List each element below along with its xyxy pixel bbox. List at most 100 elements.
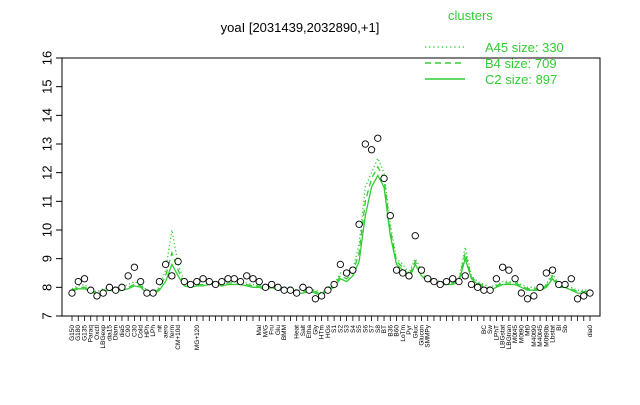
x-tick-label: Glucon [418, 325, 425, 346]
data-point [130, 263, 139, 271]
data-point [80, 275, 89, 283]
data-point [480, 286, 488, 294]
x-tick-label: SMMPy [425, 324, 432, 348]
y-tick-label: 14 [39, 108, 54, 122]
data-point [561, 280, 569, 289]
x-tick-label: M0t45 [512, 325, 519, 343]
data-point [280, 286, 288, 294]
x-tick-label: G150 [69, 325, 76, 341]
x-tick-label: dia0 [587, 325, 594, 338]
x-tick-label: Fru [269, 325, 276, 335]
y-tick-label: 7 [39, 312, 54, 319]
data-point [474, 283, 482, 291]
data-point [99, 289, 107, 297]
x-tick-label: Gluc [412, 324, 419, 338]
data-point [455, 277, 463, 286]
x-tick-label: S2 [337, 325, 344, 333]
x-tick-label: Salt [300, 325, 307, 336]
data-point [555, 280, 563, 289]
data-point [505, 266, 513, 274]
data-point [567, 275, 575, 283]
x-tick-label: M40t90 [531, 325, 538, 347]
data-point [374, 134, 382, 142]
x-tick-label: S1 [331, 325, 338, 333]
data-point [243, 272, 251, 280]
data-point [112, 286, 120, 294]
x-tick-label: aero [163, 325, 170, 338]
x-tick-label: S7 [369, 325, 376, 333]
y-tick-label: 16 [39, 51, 54, 65]
data-point [324, 286, 332, 294]
x-tick-label: CM+10d [175, 325, 182, 350]
series-layer [68, 134, 594, 303]
data-point [580, 292, 588, 300]
x-tick-label: M40t45 [537, 325, 544, 347]
data-point [486, 286, 494, 294]
x-tick-label: S3 [344, 325, 351, 333]
data-point [498, 263, 507, 271]
x-tick-label: dia15 [106, 325, 113, 341]
data-point [517, 289, 525, 297]
data-point [411, 232, 419, 240]
x-tick-label: M/G [262, 325, 269, 337]
x-tick-label: LBGstat [500, 325, 507, 349]
data-point [286, 286, 295, 294]
data-point [68, 289, 76, 297]
x-tick-label: LPhT [493, 325, 500, 341]
data-point [436, 280, 444, 289]
y-tick-label: 13 [39, 137, 54, 151]
data-point [74, 277, 82, 286]
x-tick-label: Sw [487, 325, 494, 334]
data-point [93, 292, 101, 300]
x-tick-label: LPh [150, 325, 157, 337]
x-tick-label: Glu [275, 325, 282, 336]
data-point [143, 289, 151, 297]
x-tick-label: LBGtran [506, 325, 513, 350]
data-point [293, 289, 301, 297]
data-point [355, 220, 363, 228]
data-point [236, 277, 245, 286]
x-tick-label: S5 [356, 325, 363, 333]
data-point [399, 269, 407, 277]
x-tick-label: M0t90 [518, 325, 525, 343]
y-tick-label: 11 [39, 195, 54, 209]
series-line-dashed [71, 165, 590, 296]
data-point [261, 283, 270, 291]
data-point [168, 272, 176, 280]
y-tick-label: 9 [39, 255, 54, 262]
x-tick-label: Lbstat [550, 325, 557, 343]
data-point [268, 280, 276, 289]
data-point [305, 286, 313, 294]
legend-item-label: B4 size: 709 [485, 56, 557, 71]
data-point [442, 277, 451, 286]
x-tick-label: S4 [350, 325, 357, 333]
data-point [249, 275, 257, 283]
x-tick-label: B60 [394, 325, 401, 337]
legend-title: clusters [448, 8, 493, 23]
data-point [180, 277, 188, 286]
series-line-dotted [71, 156, 590, 294]
x-tick-label: Paraq [88, 325, 95, 343]
data-point [311, 295, 320, 303]
data-point [542, 269, 550, 277]
data-point [155, 277, 164, 286]
legend-item-label: A45 size: 330 [485, 40, 564, 55]
data-point [511, 275, 519, 283]
x-tick-label: BC [481, 325, 488, 334]
data-point [299, 283, 307, 291]
data-point [105, 283, 114, 291]
data-point [161, 260, 170, 269]
x-tick-label: Bl [556, 324, 563, 330]
y-tick-label: 15 [39, 79, 54, 93]
data-point [536, 283, 544, 291]
x-tick-label: Diam [113, 325, 120, 340]
x-tick-label: Heat [294, 325, 301, 339]
x-tick-label: C30 [131, 325, 138, 337]
x-tick-label: HTm [319, 325, 326, 339]
legend-item-label: C2 size: 897 [485, 72, 557, 87]
x-tick-label: G135 [81, 325, 88, 341]
data-point [342, 269, 351, 277]
x-tick-label: Pyr [406, 324, 413, 335]
